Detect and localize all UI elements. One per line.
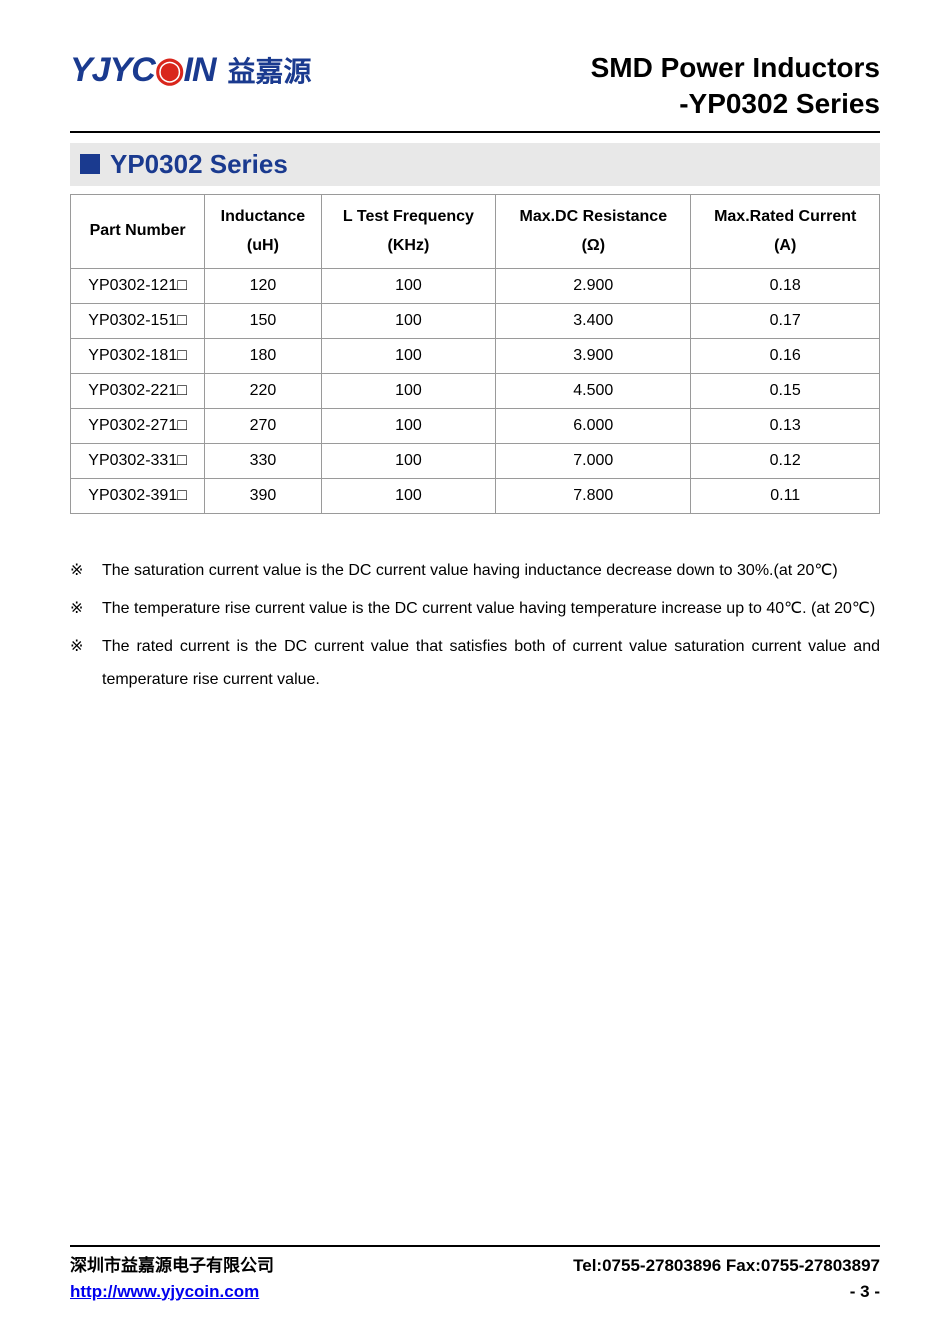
- table-cell: 120: [205, 269, 322, 304]
- page-header: YJYC◉IN 益嘉源 SMD Power Inductors -YP0302 …: [70, 50, 880, 123]
- note-text: The temperature rise current value is th…: [102, 592, 880, 626]
- logo-part1: YJYC: [70, 51, 155, 89]
- col-h2: (Ω): [582, 237, 605, 254]
- table-cell: 100: [321, 479, 496, 514]
- table-cell: YP0302-181□: [71, 339, 205, 374]
- table-cell: YP0302-121□: [71, 269, 205, 304]
- table-cell: YP0302-271□: [71, 409, 205, 444]
- table-cell: 0.12: [691, 444, 880, 479]
- header-divider: [70, 131, 880, 133]
- col-rated-current: Max.Rated Current (A): [691, 194, 880, 269]
- note-marker-icon: ※: [70, 554, 94, 588]
- table-cell: 100: [321, 339, 496, 374]
- col-test-frequency: L Test Frequency (KHz): [321, 194, 496, 269]
- contact-info: Tel:0755-27803896 Fax:0755-27803897: [573, 1253, 880, 1279]
- document-title: SMD Power Inductors -YP0302 Series: [591, 50, 880, 123]
- col-h1: Inductance: [221, 208, 305, 225]
- table-row: YP0302-331□3301007.0000.12: [71, 444, 880, 479]
- spec-table: Part Number Inductance (uH) L Test Frequ…: [70, 194, 880, 515]
- table-header: Part Number Inductance (uH) L Test Frequ…: [71, 194, 880, 269]
- col-h1: Part Number: [90, 222, 186, 239]
- table-cell: YP0302-391□: [71, 479, 205, 514]
- page-number: - 3 -: [850, 1279, 880, 1305]
- company-name: 深圳市益嘉源电子有限公司: [70, 1253, 274, 1279]
- table-cell: 4.500: [496, 374, 691, 409]
- website-link[interactable]: http://www.yjycoin.com: [70, 1279, 259, 1305]
- logo-swirl-icon: ◉: [155, 51, 184, 89]
- note-text: The rated current is the DC current valu…: [102, 630, 880, 697]
- col-h1: Max.Rated Current: [714, 208, 856, 225]
- col-h1: Max.DC Resistance: [519, 208, 667, 225]
- table-row: YP0302-391□3901007.8000.11: [71, 479, 880, 514]
- table-cell: YP0302-221□: [71, 374, 205, 409]
- logo-part2: IN: [184, 51, 216, 89]
- col-h2: (KHz): [388, 237, 430, 254]
- table-cell: 7.000: [496, 444, 691, 479]
- note-item: ※The temperature rise current value is t…: [70, 592, 880, 626]
- section-title: YP0302 Series: [110, 149, 288, 180]
- table-cell: 100: [321, 269, 496, 304]
- table-cell: 100: [321, 374, 496, 409]
- page-footer: 深圳市益嘉源电子有限公司 Tel:0755-27803896 Fax:0755-…: [70, 1245, 880, 1304]
- table-cell: 100: [321, 444, 496, 479]
- table-row: YP0302-151□1501003.4000.17: [71, 304, 880, 339]
- table-cell: 180: [205, 339, 322, 374]
- table-cell: 330: [205, 444, 322, 479]
- table-cell: 2.900: [496, 269, 691, 304]
- logo-text-cn: 益嘉源: [228, 50, 312, 90]
- doc-title-line-1: SMD Power Inductors: [591, 50, 880, 86]
- note-text: The saturation current value is the DC c…: [102, 554, 880, 588]
- table-cell: 3.900: [496, 339, 691, 374]
- note-marker-icon: ※: [70, 630, 94, 697]
- section-header: YP0302 Series: [70, 143, 880, 186]
- table-cell: 100: [321, 409, 496, 444]
- footer-row-1: 深圳市益嘉源电子有限公司 Tel:0755-27803896 Fax:0755-…: [70, 1253, 880, 1279]
- table-cell: 0.17: [691, 304, 880, 339]
- notes-section: ※The saturation current value is the DC …: [70, 554, 880, 696]
- logo-text-en: YJYC◉IN: [70, 50, 216, 90]
- table-cell: 0.16: [691, 339, 880, 374]
- table-cell: 0.15: [691, 374, 880, 409]
- note-marker-icon: ※: [70, 592, 94, 626]
- table-cell: 6.000: [496, 409, 691, 444]
- table-cell: 100: [321, 304, 496, 339]
- col-inductance: Inductance (uH): [205, 194, 322, 269]
- col-h2: (uH): [247, 237, 279, 254]
- doc-title-line-2: -YP0302 Series: [591, 86, 880, 122]
- note-item: ※The rated current is the DC current val…: [70, 630, 880, 697]
- table-header-row: Part Number Inductance (uH) L Test Frequ…: [71, 194, 880, 269]
- table-cell: 7.800: [496, 479, 691, 514]
- footer-divider: [70, 1245, 880, 1247]
- table-cell: YP0302-331□: [71, 444, 205, 479]
- table-row: YP0302-121□1201002.9000.18: [71, 269, 880, 304]
- table-row: YP0302-181□1801003.9000.16: [71, 339, 880, 374]
- table-cell: 3.400: [496, 304, 691, 339]
- col-h2: (A): [774, 237, 796, 254]
- table-body: YP0302-121□1201002.9000.18YP0302-151□150…: [71, 269, 880, 514]
- table-cell: YP0302-151□: [71, 304, 205, 339]
- footer-row-2: http://www.yjycoin.com - 3 -: [70, 1279, 880, 1305]
- col-part-number: Part Number: [71, 194, 205, 269]
- table-cell: 220: [205, 374, 322, 409]
- col-h1: L Test Frequency: [343, 208, 474, 225]
- table-row: YP0302-271□2701006.0000.13: [71, 409, 880, 444]
- brand-logo: YJYC◉IN 益嘉源: [70, 50, 312, 90]
- table-cell: 0.13: [691, 409, 880, 444]
- table-cell: 270: [205, 409, 322, 444]
- table-cell: 150: [205, 304, 322, 339]
- table-cell: 0.11: [691, 479, 880, 514]
- table-row: YP0302-221□2201004.5000.15: [71, 374, 880, 409]
- table-cell: 390: [205, 479, 322, 514]
- table-cell: 0.18: [691, 269, 880, 304]
- col-dc-resistance: Max.DC Resistance (Ω): [496, 194, 691, 269]
- section-bullet-icon: [80, 154, 100, 174]
- note-item: ※The saturation current value is the DC …: [70, 554, 880, 588]
